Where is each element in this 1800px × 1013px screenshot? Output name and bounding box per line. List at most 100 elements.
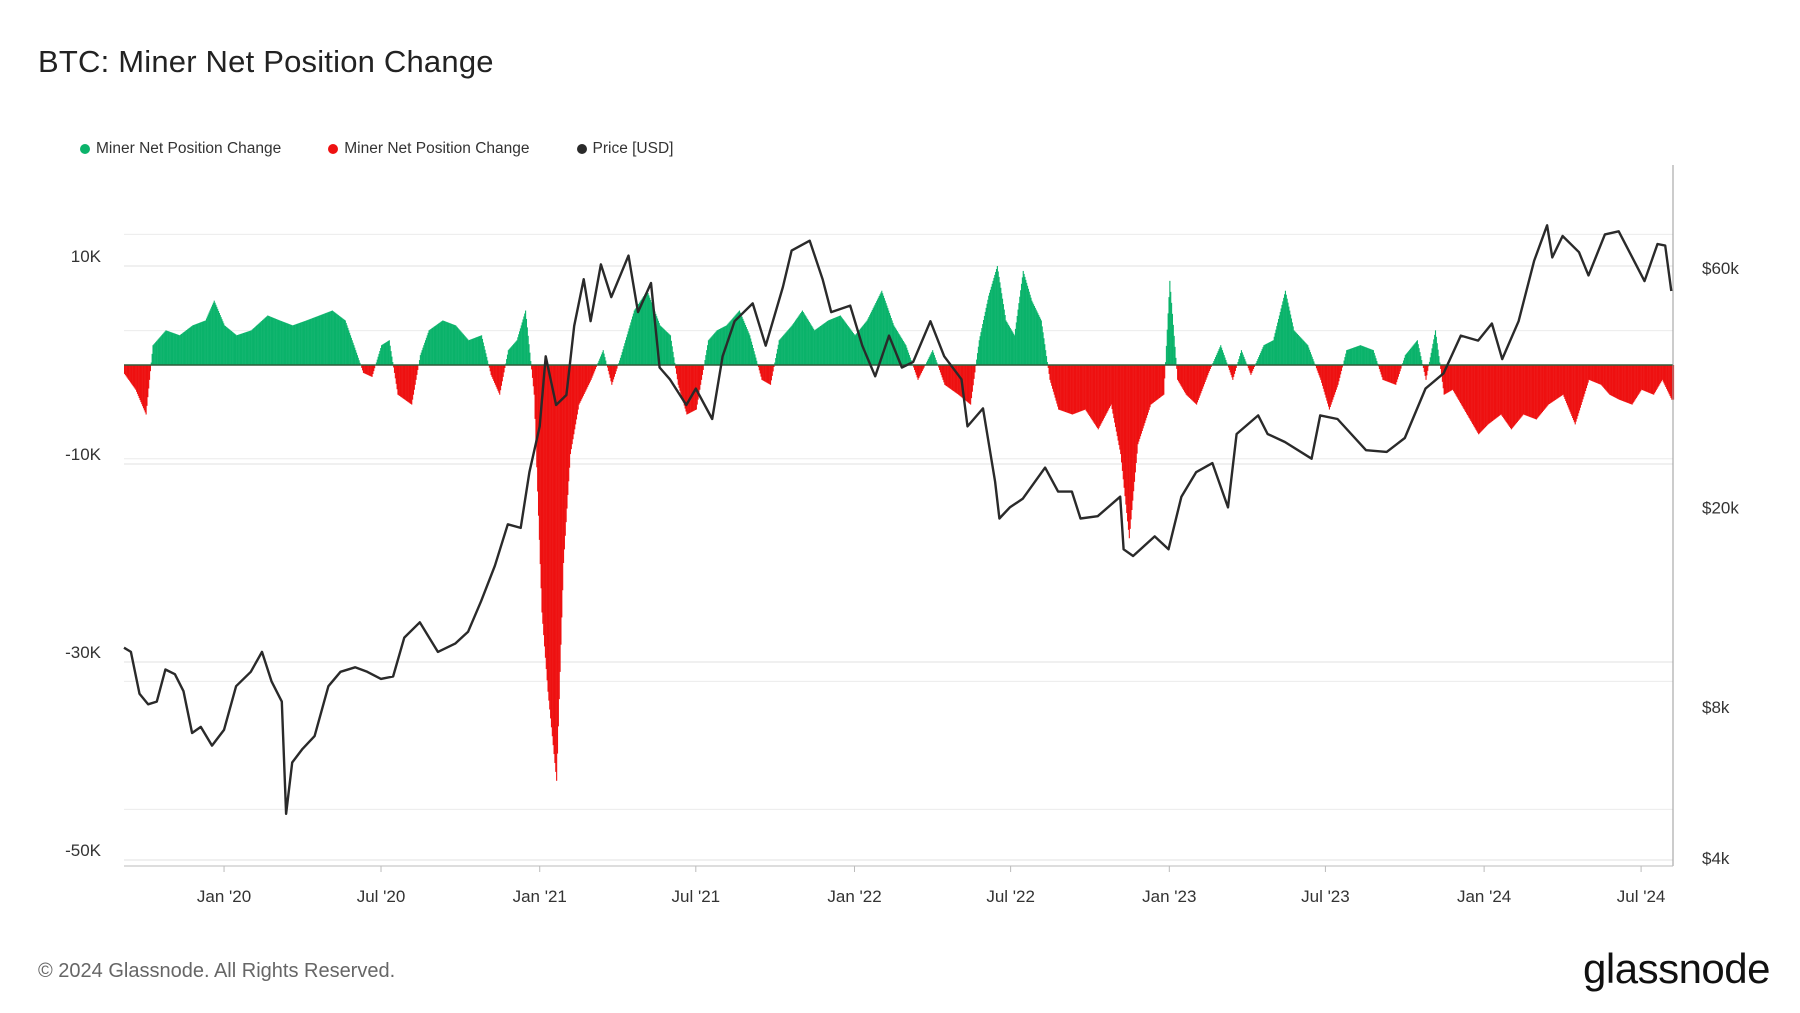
bar-positive bbox=[518, 334, 520, 365]
bar-positive bbox=[308, 319, 310, 365]
bar-positive bbox=[1292, 326, 1294, 365]
bar-positive bbox=[422, 347, 424, 365]
bar-positive bbox=[781, 337, 783, 365]
bar-negative bbox=[1449, 365, 1451, 392]
bar-positive bbox=[1304, 342, 1306, 365]
bar-positive bbox=[786, 331, 788, 365]
bar-positive bbox=[661, 327, 663, 365]
bar-positive bbox=[789, 327, 791, 365]
bar-positive bbox=[729, 321, 731, 365]
bar-negative bbox=[1524, 365, 1526, 416]
bar-positive bbox=[268, 315, 270, 365]
bar-negative bbox=[1556, 365, 1558, 399]
bar-negative bbox=[676, 365, 678, 380]
bar-positive bbox=[1173, 335, 1175, 365]
bar-negative bbox=[1475, 365, 1477, 430]
bar-positive bbox=[883, 298, 885, 365]
bar-negative bbox=[1058, 365, 1060, 410]
bar-positive bbox=[1294, 331, 1296, 365]
bar-positive bbox=[448, 322, 450, 365]
bar-positive bbox=[829, 319, 831, 365]
bar-negative bbox=[1089, 365, 1092, 418]
bar-negative bbox=[1067, 365, 1069, 413]
bar-negative bbox=[366, 365, 368, 375]
bar-positive bbox=[894, 326, 896, 365]
bar-positive bbox=[211, 306, 213, 365]
bar-positive bbox=[526, 327, 528, 365]
legend-item-price[interactable]: Price [USD] bbox=[576, 140, 673, 158]
bar-negative bbox=[1103, 365, 1105, 418]
bar-negative bbox=[1208, 365, 1211, 371]
bar-negative bbox=[915, 365, 917, 375]
bar-negative bbox=[1548, 365, 1550, 405]
bar-negative bbox=[1447, 365, 1449, 393]
bar-positive bbox=[1021, 277, 1023, 365]
legend-item-positive[interactable]: Miner Net Position Change bbox=[80, 140, 281, 158]
bar-negative bbox=[951, 365, 954, 391]
bar-negative bbox=[1104, 365, 1106, 417]
bar-negative bbox=[1111, 365, 1113, 410]
bar-positive bbox=[732, 318, 734, 365]
bar-positive bbox=[1438, 356, 1440, 365]
bar-negative bbox=[974, 365, 976, 373]
bar-negative bbox=[1597, 365, 1600, 384]
bar-positive bbox=[473, 338, 475, 365]
bar-negative bbox=[393, 365, 396, 373]
bar-positive bbox=[1267, 342, 1269, 365]
bar-positive bbox=[444, 321, 446, 365]
bar-negative bbox=[1491, 365, 1493, 422]
bar-negative bbox=[1396, 365, 1398, 383]
bar-positive bbox=[296, 323, 298, 365]
bar-positive bbox=[600, 356, 602, 365]
bar-negative bbox=[363, 365, 365, 374]
bar-positive bbox=[931, 351, 933, 365]
bar-negative bbox=[1671, 365, 1673, 400]
bar-negative bbox=[1480, 365, 1482, 432]
bar-positive bbox=[310, 318, 312, 365]
bar-negative bbox=[1209, 365, 1211, 369]
bar-negative bbox=[1109, 365, 1111, 407]
bar-positive bbox=[1259, 353, 1261, 365]
legend-item-negative[interactable]: Miner Net Position Change bbox=[328, 140, 530, 158]
bar-positive bbox=[463, 335, 465, 365]
bar-positive bbox=[332, 311, 334, 365]
bar-positive bbox=[1039, 316, 1041, 365]
bar-positive bbox=[1241, 352, 1243, 365]
bar-negative bbox=[949, 365, 951, 389]
bar-positive bbox=[1046, 362, 1048, 365]
bar-positive bbox=[876, 299, 879, 365]
bar-negative bbox=[1131, 365, 1133, 511]
bar-positive bbox=[658, 323, 660, 365]
bar-negative bbox=[680, 365, 682, 394]
bar-negative bbox=[593, 365, 595, 374]
bar-negative bbox=[124, 365, 126, 374]
bar-positive bbox=[1361, 345, 1363, 365]
bar-negative bbox=[613, 365, 615, 377]
bar-positive bbox=[1011, 330, 1013, 365]
bar-positive bbox=[744, 322, 746, 365]
bar-negative bbox=[1557, 365, 1559, 399]
bar-positive bbox=[431, 328, 433, 365]
bar-negative bbox=[767, 365, 769, 384]
bar-negative bbox=[545, 365, 547, 670]
bar-positive bbox=[175, 334, 177, 365]
bar-negative bbox=[1526, 365, 1528, 416]
bar-negative bbox=[1444, 365, 1446, 395]
bar-positive bbox=[792, 324, 794, 365]
bar-negative bbox=[1484, 365, 1486, 428]
bar-positive bbox=[1412, 345, 1414, 365]
bar-positive bbox=[775, 358, 777, 365]
glassnode-logo[interactable]: glassnode bbox=[1583, 945, 1770, 992]
bar-negative bbox=[537, 365, 540, 516]
bar-positive bbox=[735, 314, 737, 365]
bar-negative bbox=[569, 365, 571, 455]
bar-negative bbox=[1515, 365, 1517, 425]
bar-negative bbox=[1249, 365, 1251, 373]
bar-positive bbox=[1419, 352, 1421, 365]
bar-positive bbox=[788, 328, 791, 365]
bar-negative bbox=[1571, 365, 1573, 416]
bar-negative bbox=[584, 365, 586, 393]
bar-negative bbox=[1602, 365, 1604, 387]
bar-negative bbox=[1589, 365, 1591, 381]
bar-positive bbox=[455, 325, 457, 365]
